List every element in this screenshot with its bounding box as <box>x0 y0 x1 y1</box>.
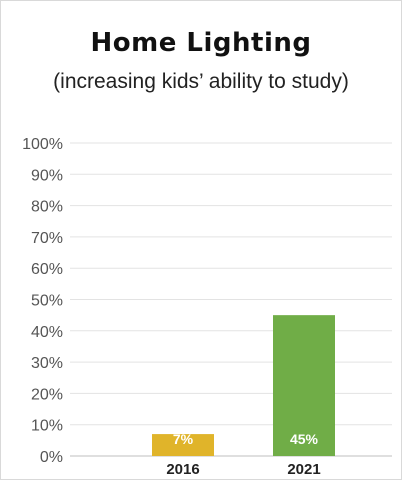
chart-subtitle: (increasing kids’ ability to study) <box>53 70 349 93</box>
y-tick-label-50: 50% <box>31 293 63 310</box>
chart-title: Home Lighting <box>90 28 312 58</box>
y-tick-label-70: 70% <box>31 230 63 247</box>
y-tick-label-20: 20% <box>31 386 63 403</box>
y-tick-label-40: 40% <box>31 324 63 341</box>
y-tick-label-0: 0% <box>40 449 63 466</box>
y-tick-label-10: 10% <box>31 418 63 435</box>
x-tick-label-2016: 2016 <box>166 461 199 478</box>
x-tick-label-2021: 2021 <box>287 461 320 478</box>
bar-2016 <box>152 434 214 456</box>
y-tick-label-30: 30% <box>31 355 63 372</box>
bar-2021 <box>273 315 335 456</box>
data-label-2016: 7% <box>173 431 194 447</box>
y-tick-label-60: 60% <box>31 261 63 278</box>
data-label-2021: 45% <box>290 431 319 447</box>
y-tick-label-80: 80% <box>31 199 63 216</box>
y-tick-label-100: 100% <box>22 136 63 153</box>
y-tick-label-90: 90% <box>31 167 63 184</box>
